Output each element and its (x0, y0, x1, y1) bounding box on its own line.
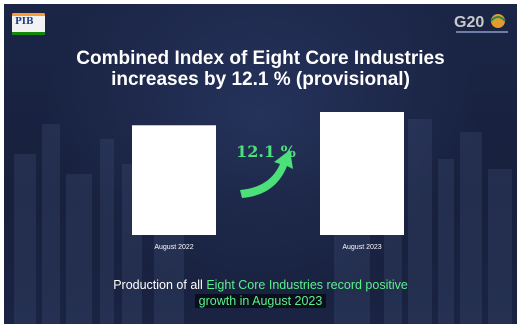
title-line-2: increases by 12.1 % (provisional) (111, 69, 410, 90)
growth-arrow-icon (240, 150, 293, 198)
x-tick-label: August 2022 (154, 244, 193, 251)
caption-highlight-1: Eight Core Industries record positive (206, 278, 408, 292)
growth-percentage-label: 12.1 % (236, 142, 296, 161)
g20-logo: G20 (454, 14, 508, 33)
title-line-1: Combined Index of Eight Core Industries (76, 48, 445, 69)
caption-line-1: Production of all Eight Core Industries … (4, 277, 517, 293)
page-title: Combined Index of Eight Core Industries … (4, 48, 517, 90)
caption: Production of all Eight Core Industries … (4, 277, 517, 309)
pib-logo-text: PIB (15, 17, 34, 27)
caption-highlight-2: growth in August 2023 (194, 294, 327, 308)
caption-prefix: Production of all (113, 278, 203, 292)
caption-line-2: growth in August 2023 (4, 293, 517, 309)
bar-chart: August 2022 August 2023 12.1 % (132, 112, 404, 251)
x-tick-label: August 2023 (342, 244, 381, 251)
pib-logo: PIB (12, 13, 45, 35)
slide-frame: PIB G20 Combined Index of Eight Core Ind… (4, 4, 517, 324)
g20-logo-text: G20 (454, 14, 484, 31)
bar-august-2022 (132, 125, 216, 235)
bar-august-2023 (320, 112, 404, 235)
